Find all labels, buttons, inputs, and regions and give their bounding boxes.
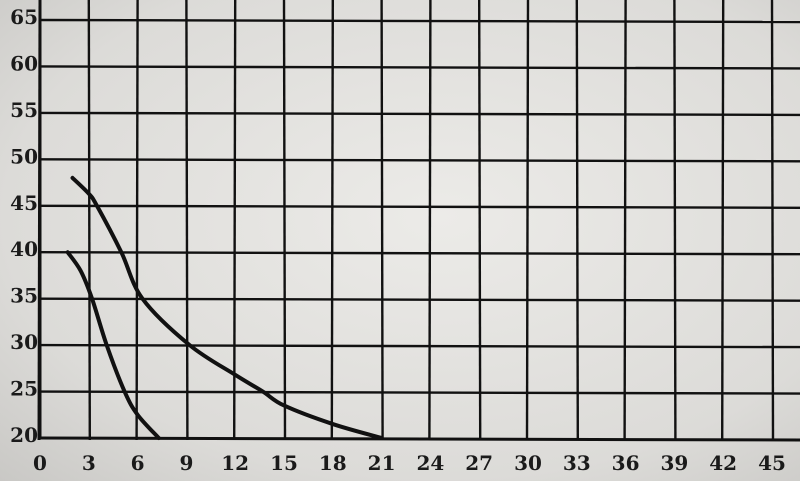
y-tick-label: 45 bbox=[10, 191, 38, 215]
x-tick-label: 27 bbox=[465, 451, 493, 475]
y-tick-label: 35 bbox=[10, 284, 38, 308]
x-tick-label: 18 bbox=[319, 451, 347, 475]
x-tick-label: 0 bbox=[33, 451, 47, 475]
grid-line-vertical bbox=[185, 0, 189, 441]
grid-line-vertical bbox=[721, 0, 725, 441]
grid-line-vertical bbox=[87, 0, 91, 441]
y-tick-label: 30 bbox=[10, 330, 38, 354]
grid-line-horizontal bbox=[39, 390, 800, 395]
grid-line-vertical bbox=[478, 0, 482, 441]
x-tick-label: 3 bbox=[82, 451, 96, 475]
x-tick-label: 33 bbox=[563, 451, 591, 475]
grid-line-vertical bbox=[233, 0, 237, 441]
grid-line-horizontal bbox=[39, 436, 800, 442]
x-tick-label: 30 bbox=[514, 451, 542, 475]
x-tick-label: 6 bbox=[131, 451, 145, 475]
x-tick-label: 12 bbox=[221, 451, 249, 475]
grid-line-horizontal bbox=[39, 65, 800, 70]
grid-line-vertical bbox=[623, 0, 627, 441]
x-tick-label: 36 bbox=[612, 451, 640, 475]
x-tick-label: 21 bbox=[368, 451, 396, 475]
y-tick-label: 55 bbox=[10, 98, 38, 122]
x-tick-label: 9 bbox=[179, 451, 193, 475]
curves bbox=[65, 175, 384, 440]
y-tick-label: 25 bbox=[10, 377, 38, 401]
y-axis-ticks: 20 25 30 35 40 45 50 55 60 65 bbox=[10, 5, 38, 447]
grid-line-vertical bbox=[282, 0, 287, 441]
grid-line-vertical bbox=[135, 0, 139, 441]
x-tick-label: 45 bbox=[758, 451, 786, 475]
grid-line-vertical bbox=[428, 0, 432, 441]
grid-line-horizontal bbox=[39, 158, 800, 163]
grid-line-vertical bbox=[330, 0, 334, 441]
grid-line-vertical bbox=[770, 0, 775, 441]
grid-line-horizontal bbox=[39, 251, 800, 256]
grid-line-horizontal bbox=[39, 111, 800, 117]
grid-line-horizontal bbox=[39, 343, 800, 349]
x-tick-label: 42 bbox=[709, 451, 737, 475]
y-tick-label: 65 bbox=[10, 5, 38, 29]
grid-line-vertical bbox=[525, 0, 530, 441]
y-tick-label: 60 bbox=[10, 51, 38, 75]
series-line-1 bbox=[70, 175, 384, 440]
series-line-2 bbox=[65, 250, 161, 440]
grid-line-horizontal bbox=[39, 18, 800, 24]
y-tick-label: 40 bbox=[10, 237, 38, 261]
grid-line-horizontal bbox=[39, 297, 800, 302]
grid-line-horizontal bbox=[39, 204, 800, 209]
y-tick-label: 20 bbox=[10, 423, 38, 447]
x-tick-label: 39 bbox=[660, 451, 688, 475]
x-tick-label: 24 bbox=[416, 451, 444, 475]
grid bbox=[37, 0, 800, 442]
y-tick-label: 50 bbox=[10, 144, 38, 168]
grid-line-vertical bbox=[575, 0, 579, 441]
x-tick-label: 15 bbox=[270, 451, 298, 475]
grid-line-vertical bbox=[673, 0, 677, 441]
grid-line-vertical bbox=[380, 0, 384, 441]
x-axis-ticks: 0 3 6 9 12 15 18 21 24 27 30 33 36 39 42 45 bbox=[33, 451, 786, 475]
